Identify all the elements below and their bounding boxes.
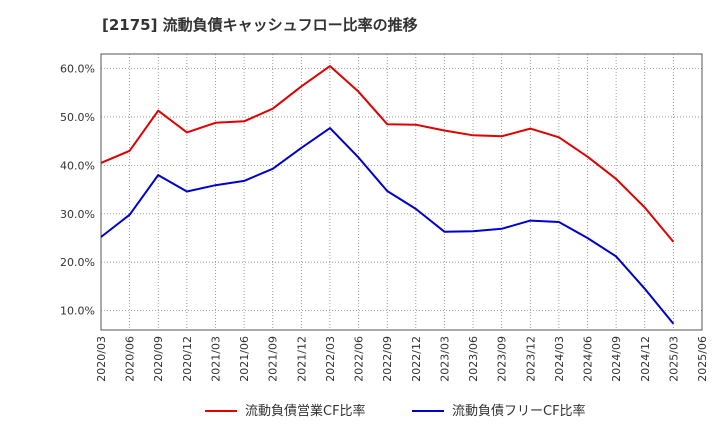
- x-tick-label: 2023/03: [438, 336, 451, 382]
- x-tick-label: 2022/03: [324, 336, 337, 382]
- x-tick-label: 2020/12: [181, 336, 194, 382]
- y-tick-label: 60.0%: [60, 63, 95, 76]
- x-tick-label: 2023/12: [524, 336, 537, 382]
- plot-border: [100, 53, 703, 331]
- x-tick-label: 2025/06: [696, 336, 709, 382]
- y-tick-label: 40.0%: [60, 159, 95, 172]
- y-tick-label: 20.0%: [60, 256, 95, 269]
- x-tick-label: 2025/03: [667, 336, 680, 382]
- x-tick-label: 2020/09: [152, 336, 165, 382]
- x-tick-label: 2024/03: [553, 336, 566, 382]
- series-line-2: [100, 127, 675, 325]
- x-tick-label: 2022/09: [381, 336, 394, 382]
- legend-label-2: 流動負債フリーCF比率: [452, 403, 586, 419]
- y-tick-label: 50.0%: [60, 111, 95, 124]
- x-tick-label: 2020/06: [124, 336, 137, 382]
- x-tick-label: 2021/03: [209, 336, 222, 382]
- series-line-1: [100, 65, 675, 243]
- y-tick-label: 10.0%: [60, 305, 95, 318]
- x-tick-label: 2023/09: [496, 336, 509, 382]
- legend-label-1: 流動負債営業CF比率: [245, 403, 366, 419]
- x-tick-label: 2020/03: [95, 336, 108, 382]
- chart-title: [2175] 流動負債キャッシュフロー比率の推移: [102, 16, 418, 34]
- x-tick-label: 2022/06: [353, 336, 366, 382]
- x-tick-label: 2021/09: [267, 336, 280, 382]
- y-tick-label: 30.0%: [60, 208, 95, 221]
- x-tick-label: 2021/12: [295, 336, 308, 382]
- x-tick-label: 2022/12: [410, 336, 423, 382]
- x-tick-label: 2021/06: [238, 336, 251, 382]
- x-tick-label: 2024/09: [610, 336, 623, 382]
- x-tick-label: 2024/12: [639, 336, 652, 382]
- plot-background: [101, 54, 702, 330]
- x-tick-label: 2024/06: [582, 336, 595, 382]
- x-tick-label: 2023/06: [467, 336, 480, 382]
